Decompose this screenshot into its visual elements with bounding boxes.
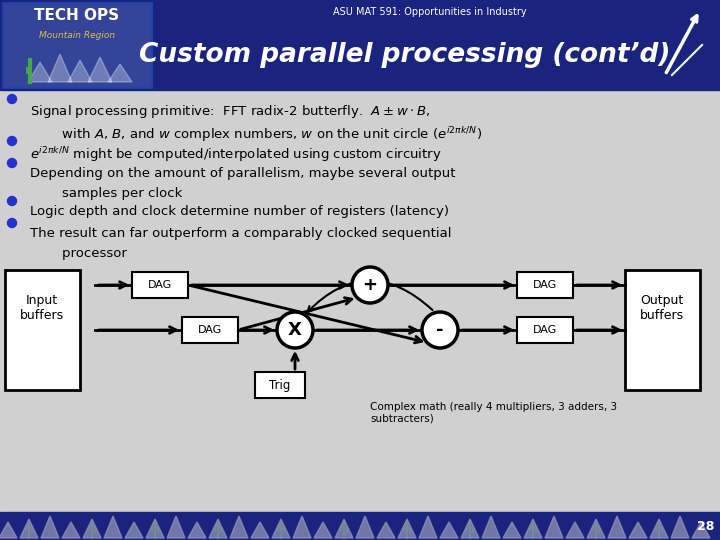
Circle shape — [7, 219, 17, 227]
Polygon shape — [108, 64, 132, 82]
FancyBboxPatch shape — [625, 270, 700, 390]
Text: X: X — [288, 321, 302, 339]
Polygon shape — [293, 516, 311, 538]
Text: TECH OPS: TECH OPS — [35, 8, 120, 23]
Bar — [0, 90, 720, 512]
Circle shape — [7, 94, 17, 104]
Polygon shape — [629, 522, 647, 538]
Text: Signal processing primitive:  FFT radix-2 butterfly.  $A \pm w \cdot B$,: Signal processing primitive: FFT radix-2… — [30, 103, 431, 120]
Polygon shape — [545, 516, 563, 538]
Polygon shape — [48, 54, 72, 82]
Polygon shape — [0, 522, 17, 538]
Polygon shape — [83, 519, 101, 538]
Polygon shape — [692, 522, 710, 538]
Text: Custom parallel processing (cont’d): Custom parallel processing (cont’d) — [139, 42, 671, 68]
FancyBboxPatch shape — [5, 270, 80, 390]
Polygon shape — [230, 516, 248, 538]
Polygon shape — [314, 522, 332, 538]
Text: Depending on the amount of parallelism, maybe several output: Depending on the amount of parallelism, … — [30, 167, 456, 180]
FancyBboxPatch shape — [255, 372, 305, 398]
Text: Trig: Trig — [269, 379, 291, 392]
Polygon shape — [503, 522, 521, 538]
Text: DAG: DAG — [198, 325, 222, 335]
Polygon shape — [608, 516, 626, 538]
Bar — [5, 5, 149, 85]
Bar — [0, 0, 720, 90]
Circle shape — [7, 197, 17, 206]
Polygon shape — [41, 516, 59, 538]
Polygon shape — [188, 522, 206, 538]
Bar — [3, 3, 151, 87]
Polygon shape — [650, 519, 668, 538]
Text: The result can far outperform a comparably clocked sequential: The result can far outperform a comparab… — [30, 227, 451, 240]
Bar — [3, 3, 151, 87]
Polygon shape — [587, 519, 605, 538]
Polygon shape — [20, 519, 38, 538]
Text: Logic depth and clock determine number of registers (latency): Logic depth and clock determine number o… — [30, 205, 449, 218]
Polygon shape — [356, 516, 374, 538]
Circle shape — [7, 137, 17, 145]
Text: DAG: DAG — [533, 280, 557, 290]
Polygon shape — [104, 516, 122, 538]
Text: $e^{i2\pi k/N}$ might be computed/interpolated using custom circuitry: $e^{i2\pi k/N}$ might be computed/interp… — [30, 145, 442, 164]
Polygon shape — [335, 519, 353, 538]
Circle shape — [352, 267, 388, 303]
Text: Output
buffers: Output buffers — [640, 294, 684, 322]
Circle shape — [7, 159, 17, 167]
Polygon shape — [398, 519, 416, 538]
Polygon shape — [28, 62, 52, 82]
Text: with $A$, $B$, and $w$ complex numbers, $w$ on the unit circle ($e^{i2\pi k/N}$): with $A$, $B$, and $w$ complex numbers, … — [45, 125, 482, 144]
Text: -: - — [436, 321, 444, 339]
Polygon shape — [461, 519, 479, 538]
FancyBboxPatch shape — [517, 272, 573, 298]
Text: +: + — [362, 276, 377, 294]
Polygon shape — [566, 522, 584, 538]
Text: processor: processor — [45, 247, 127, 260]
FancyBboxPatch shape — [182, 317, 238, 343]
Bar — [0, 512, 720, 540]
Polygon shape — [209, 519, 227, 538]
Polygon shape — [251, 522, 269, 538]
Text: Complex math (really 4 multipliers, 3 adders, 3
subtracters): Complex math (really 4 multipliers, 3 ad… — [370, 402, 617, 423]
Polygon shape — [440, 522, 458, 538]
Polygon shape — [419, 516, 437, 538]
Text: Mountain Region: Mountain Region — [39, 30, 115, 39]
Polygon shape — [524, 519, 542, 538]
FancyBboxPatch shape — [132, 272, 188, 298]
Polygon shape — [377, 522, 395, 538]
Text: 28: 28 — [697, 519, 715, 532]
Polygon shape — [146, 519, 164, 538]
Text: Input
buffers: Input buffers — [20, 294, 64, 322]
Polygon shape — [68, 60, 92, 82]
Polygon shape — [62, 522, 80, 538]
Polygon shape — [88, 57, 112, 82]
Text: DAG: DAG — [533, 325, 557, 335]
Polygon shape — [272, 519, 290, 538]
Circle shape — [277, 312, 313, 348]
Text: ASU MAT 591: Opportunities in Industry: ASU MAT 591: Opportunities in Industry — [333, 7, 527, 17]
Text: DAG: DAG — [148, 280, 172, 290]
Circle shape — [422, 312, 458, 348]
Polygon shape — [125, 522, 143, 538]
FancyBboxPatch shape — [517, 317, 573, 343]
Polygon shape — [671, 516, 689, 538]
Text: samples per clock: samples per clock — [45, 187, 182, 200]
Polygon shape — [482, 516, 500, 538]
Polygon shape — [167, 516, 185, 538]
